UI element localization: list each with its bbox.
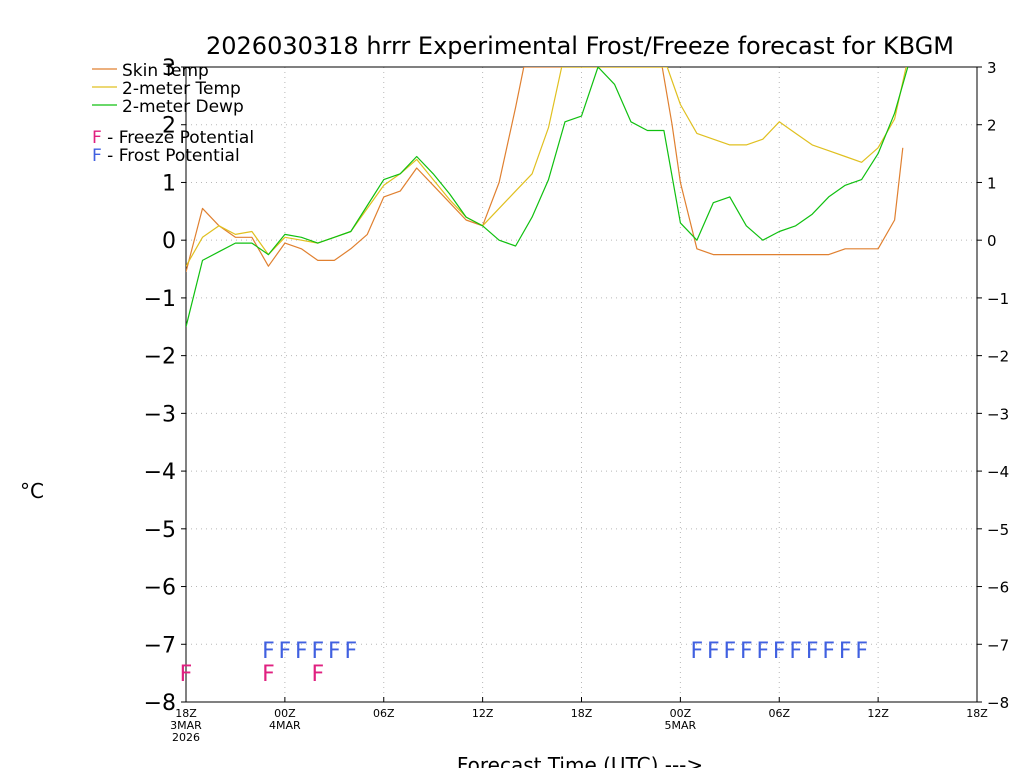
- y-tick-label-left: −2: [144, 345, 176, 370]
- y-tick-label-left: −5: [144, 518, 176, 543]
- potential-legend-glyph: F: [92, 128, 102, 148]
- x-tick-label: 3MAR: [170, 719, 202, 732]
- legend-label: 2-meter Temp: [122, 79, 241, 99]
- y-tick-label-left: 2: [162, 114, 176, 139]
- y-tick-label-right: 3: [987, 59, 997, 77]
- freeze-mark: F: [262, 662, 275, 687]
- y-tick-label-right: 2: [987, 117, 997, 135]
- frost-mark: F: [822, 639, 835, 664]
- potential-marks: F F F F F F F F F F F F F F F F FF F F: [180, 639, 868, 687]
- x-tick-label: 2026: [172, 731, 200, 744]
- series-line-skin-temp: [186, 67, 904, 273]
- freeze-mark: F: [180, 662, 193, 687]
- frost-mark: F: [773, 639, 786, 664]
- x-tick-label: 18Z: [571, 707, 593, 720]
- grid: [186, 67, 977, 702]
- frost-mark: F: [756, 639, 769, 664]
- y-tick-label-left: −6: [144, 576, 176, 601]
- x-tick-label: 12Z: [867, 707, 889, 720]
- x-tick-label: 4MAR: [269, 719, 301, 732]
- y-tick-label-left: −7: [144, 633, 176, 658]
- frost-mark: F: [312, 639, 325, 664]
- x-tick-label: 18Z: [966, 707, 988, 720]
- y-tick-label-right: 1: [987, 174, 997, 192]
- x-tick-label: 18Z: [175, 707, 197, 720]
- potential-legend-text: - Freeze Potential: [102, 128, 254, 148]
- frost-mark: F: [839, 639, 852, 664]
- y-tick-label-left: 1: [162, 171, 176, 196]
- y-tick-label-left: −3: [144, 402, 176, 427]
- x-tick-label: 06Z: [768, 707, 790, 720]
- y-tick-label-right: −4: [987, 463, 1009, 481]
- y-tick-label-right: −5: [987, 521, 1009, 539]
- frost-mark: F: [789, 639, 802, 664]
- frost-mark: F: [691, 639, 704, 664]
- y-tick-label-left: 0: [162, 229, 176, 254]
- potential-legend-glyph: F: [92, 146, 102, 166]
- series-layer: [186, 67, 909, 327]
- y-tick-label-right: −8: [987, 694, 1009, 712]
- y-tick-label-left: 3: [162, 56, 176, 81]
- potential-legend-label: F - Frost Potential: [92, 146, 240, 166]
- x-tick-label: 12Z: [472, 707, 494, 720]
- axis-ticks: −8 −8 −7 −7 −6 −6 −5 −5 −4 −4 −3 −3 −2 −2 −1 −1 0 0 1 1 2 2 3 3…: [144, 56, 1010, 744]
- frost-mark: F: [740, 639, 753, 664]
- frost-mark: F: [328, 639, 341, 664]
- y-tick-label-right: −6: [987, 579, 1009, 597]
- x-tick-label: 06Z: [373, 707, 395, 720]
- series-line-2-meter-temp: [186, 67, 907, 267]
- y-tick-label-right: −1: [987, 290, 1009, 308]
- x-tick-label: 00Z: [670, 707, 692, 720]
- legend-label: 2-meter Dewp: [122, 97, 244, 117]
- legend-label: Skin Temp: [122, 61, 209, 81]
- frost-mark: F: [344, 639, 357, 664]
- y-tick-label-right: −7: [987, 636, 1009, 654]
- y-axis-label: °C: [20, 479, 44, 503]
- chart-title: 2026030318 hrrr Experimental Frost/Freez…: [206, 32, 954, 60]
- frost-mark: F: [279, 639, 292, 664]
- frost-mark: F: [262, 639, 275, 664]
- y-tick-label-left: −4: [144, 460, 176, 485]
- y-tick-label-left: −8: [144, 691, 176, 716]
- y-tick-label-right: −2: [987, 348, 1009, 366]
- y-tick-label-right: −3: [987, 405, 1009, 423]
- frost-mark: F: [707, 639, 720, 664]
- potential-legend-text: - Frost Potential: [102, 146, 240, 166]
- x-axis-label: Forecast Time (UTC) --->: [457, 753, 703, 768]
- y-tick-label-left: −1: [144, 287, 176, 312]
- x-tick-label: 00Z: [274, 707, 296, 720]
- frost-mark: F: [806, 639, 819, 664]
- frost-mark: F: [723, 639, 736, 664]
- frost-mark: F: [855, 639, 868, 664]
- x-tick-label: 5MAR: [665, 719, 697, 732]
- potential-legend-label: F - Freeze Potential: [92, 128, 254, 148]
- series-line-2-meter-dewp: [186, 67, 909, 327]
- freeze-mark: F: [312, 662, 325, 687]
- frost-mark: F: [295, 639, 308, 664]
- y-tick-label-right: 0: [987, 232, 997, 250]
